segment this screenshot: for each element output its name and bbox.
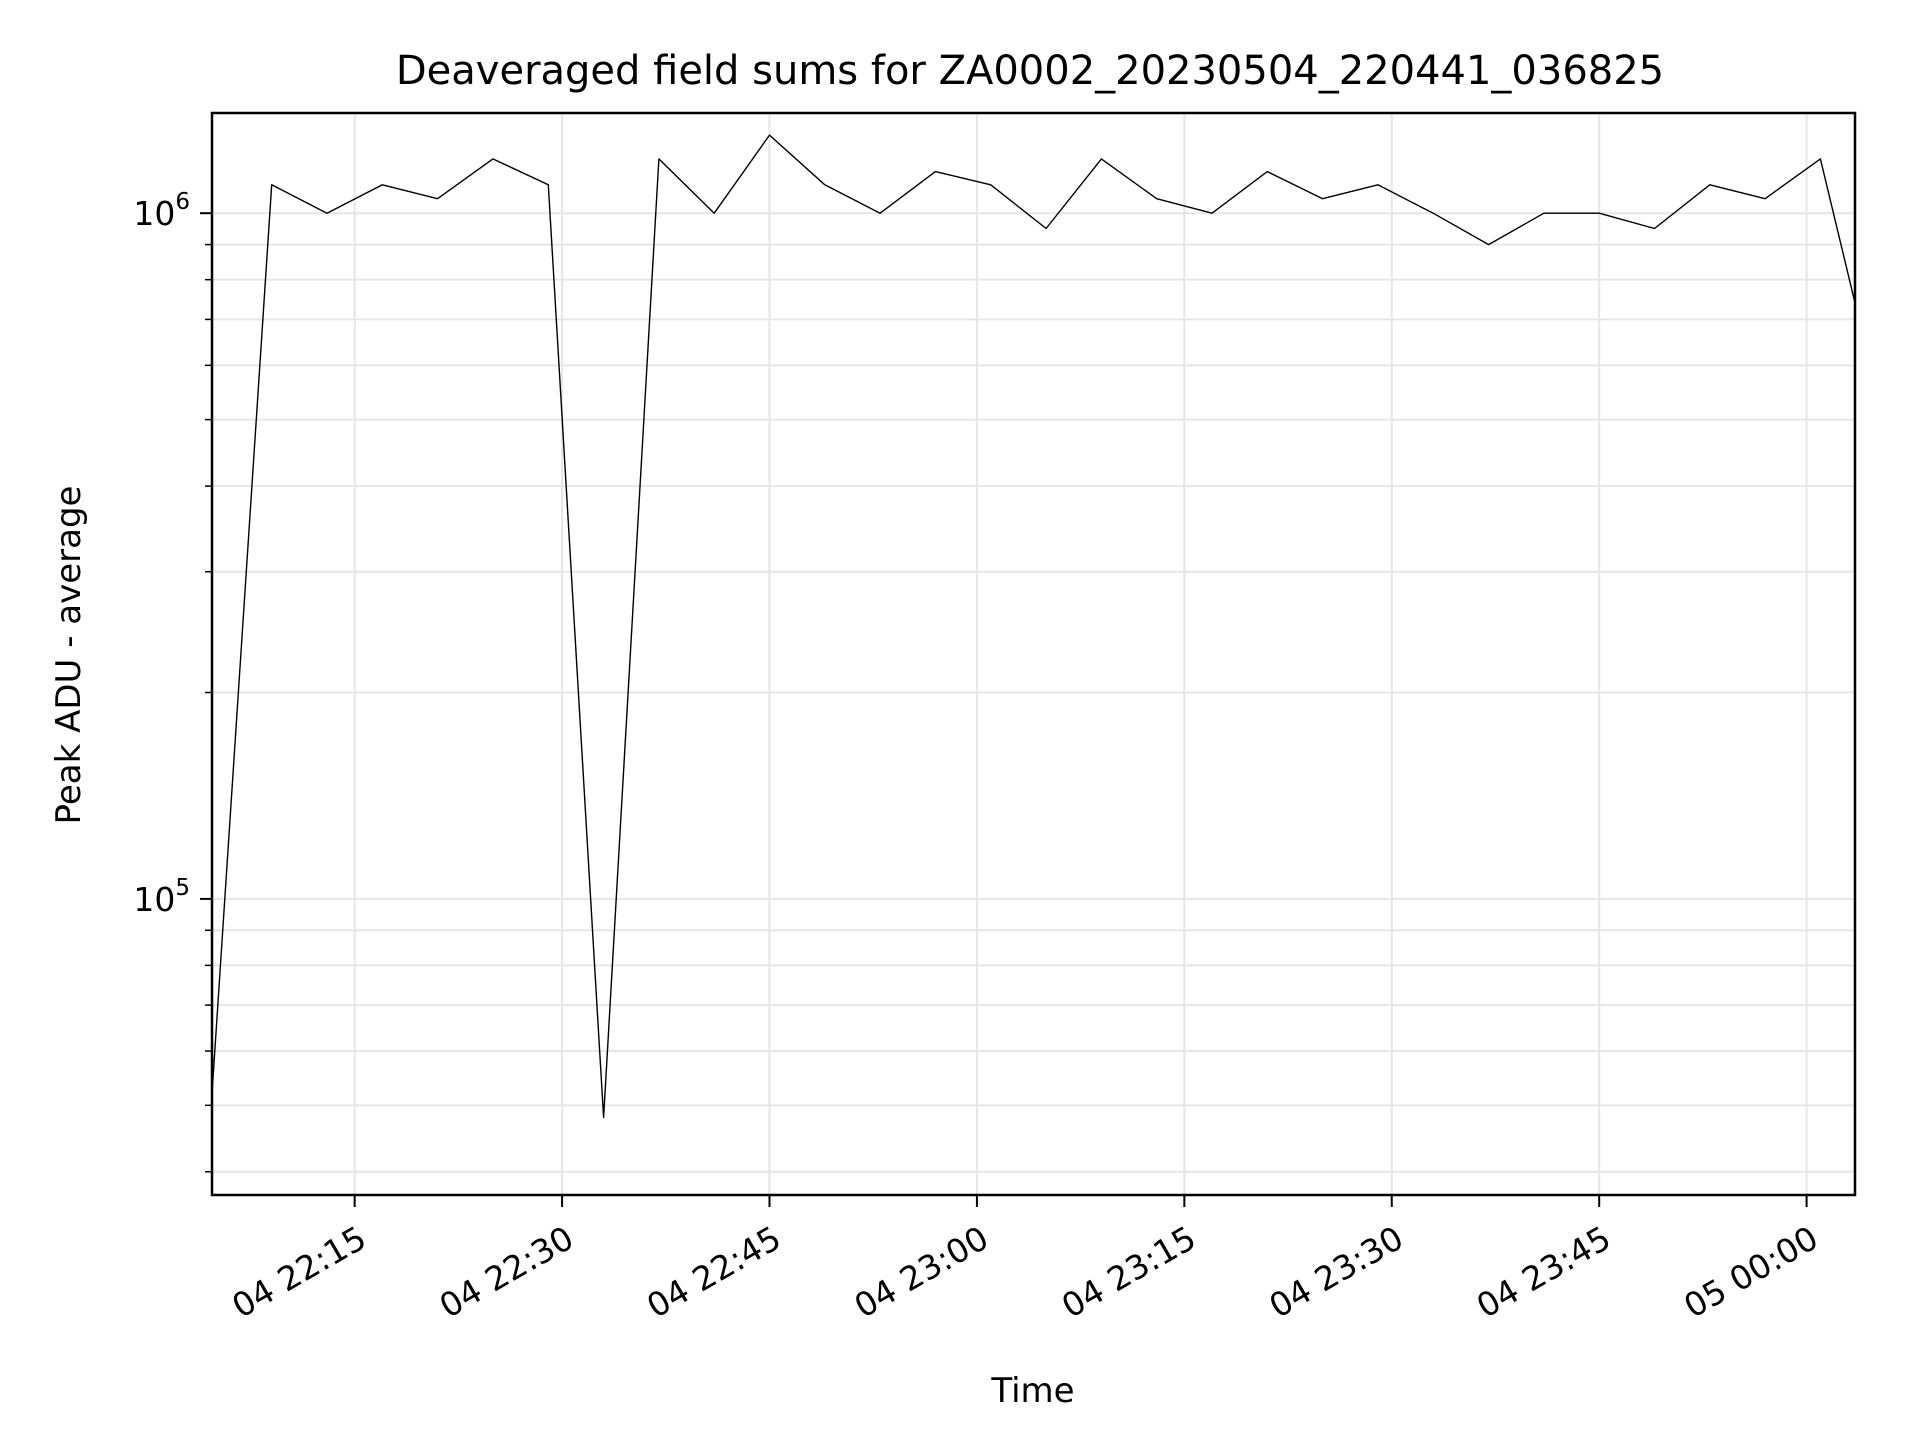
y-tick-label: 105	[133, 875, 190, 919]
grid	[212, 113, 1855, 1195]
y-axis: 105 106	[133, 189, 212, 1173]
y-tick-label: 106	[133, 189, 190, 233]
plot-frame	[210, 111, 1857, 1197]
series-line	[211, 134, 1856, 1119]
x-axis-label: Time	[990, 1371, 1074, 1411]
y-axis-label: Peak ADU - average	[49, 486, 89, 825]
data-line-layer	[211, 134, 1856, 1119]
chart-title: Deaveraged field sums for ZA0002_2023050…	[396, 48, 1664, 94]
